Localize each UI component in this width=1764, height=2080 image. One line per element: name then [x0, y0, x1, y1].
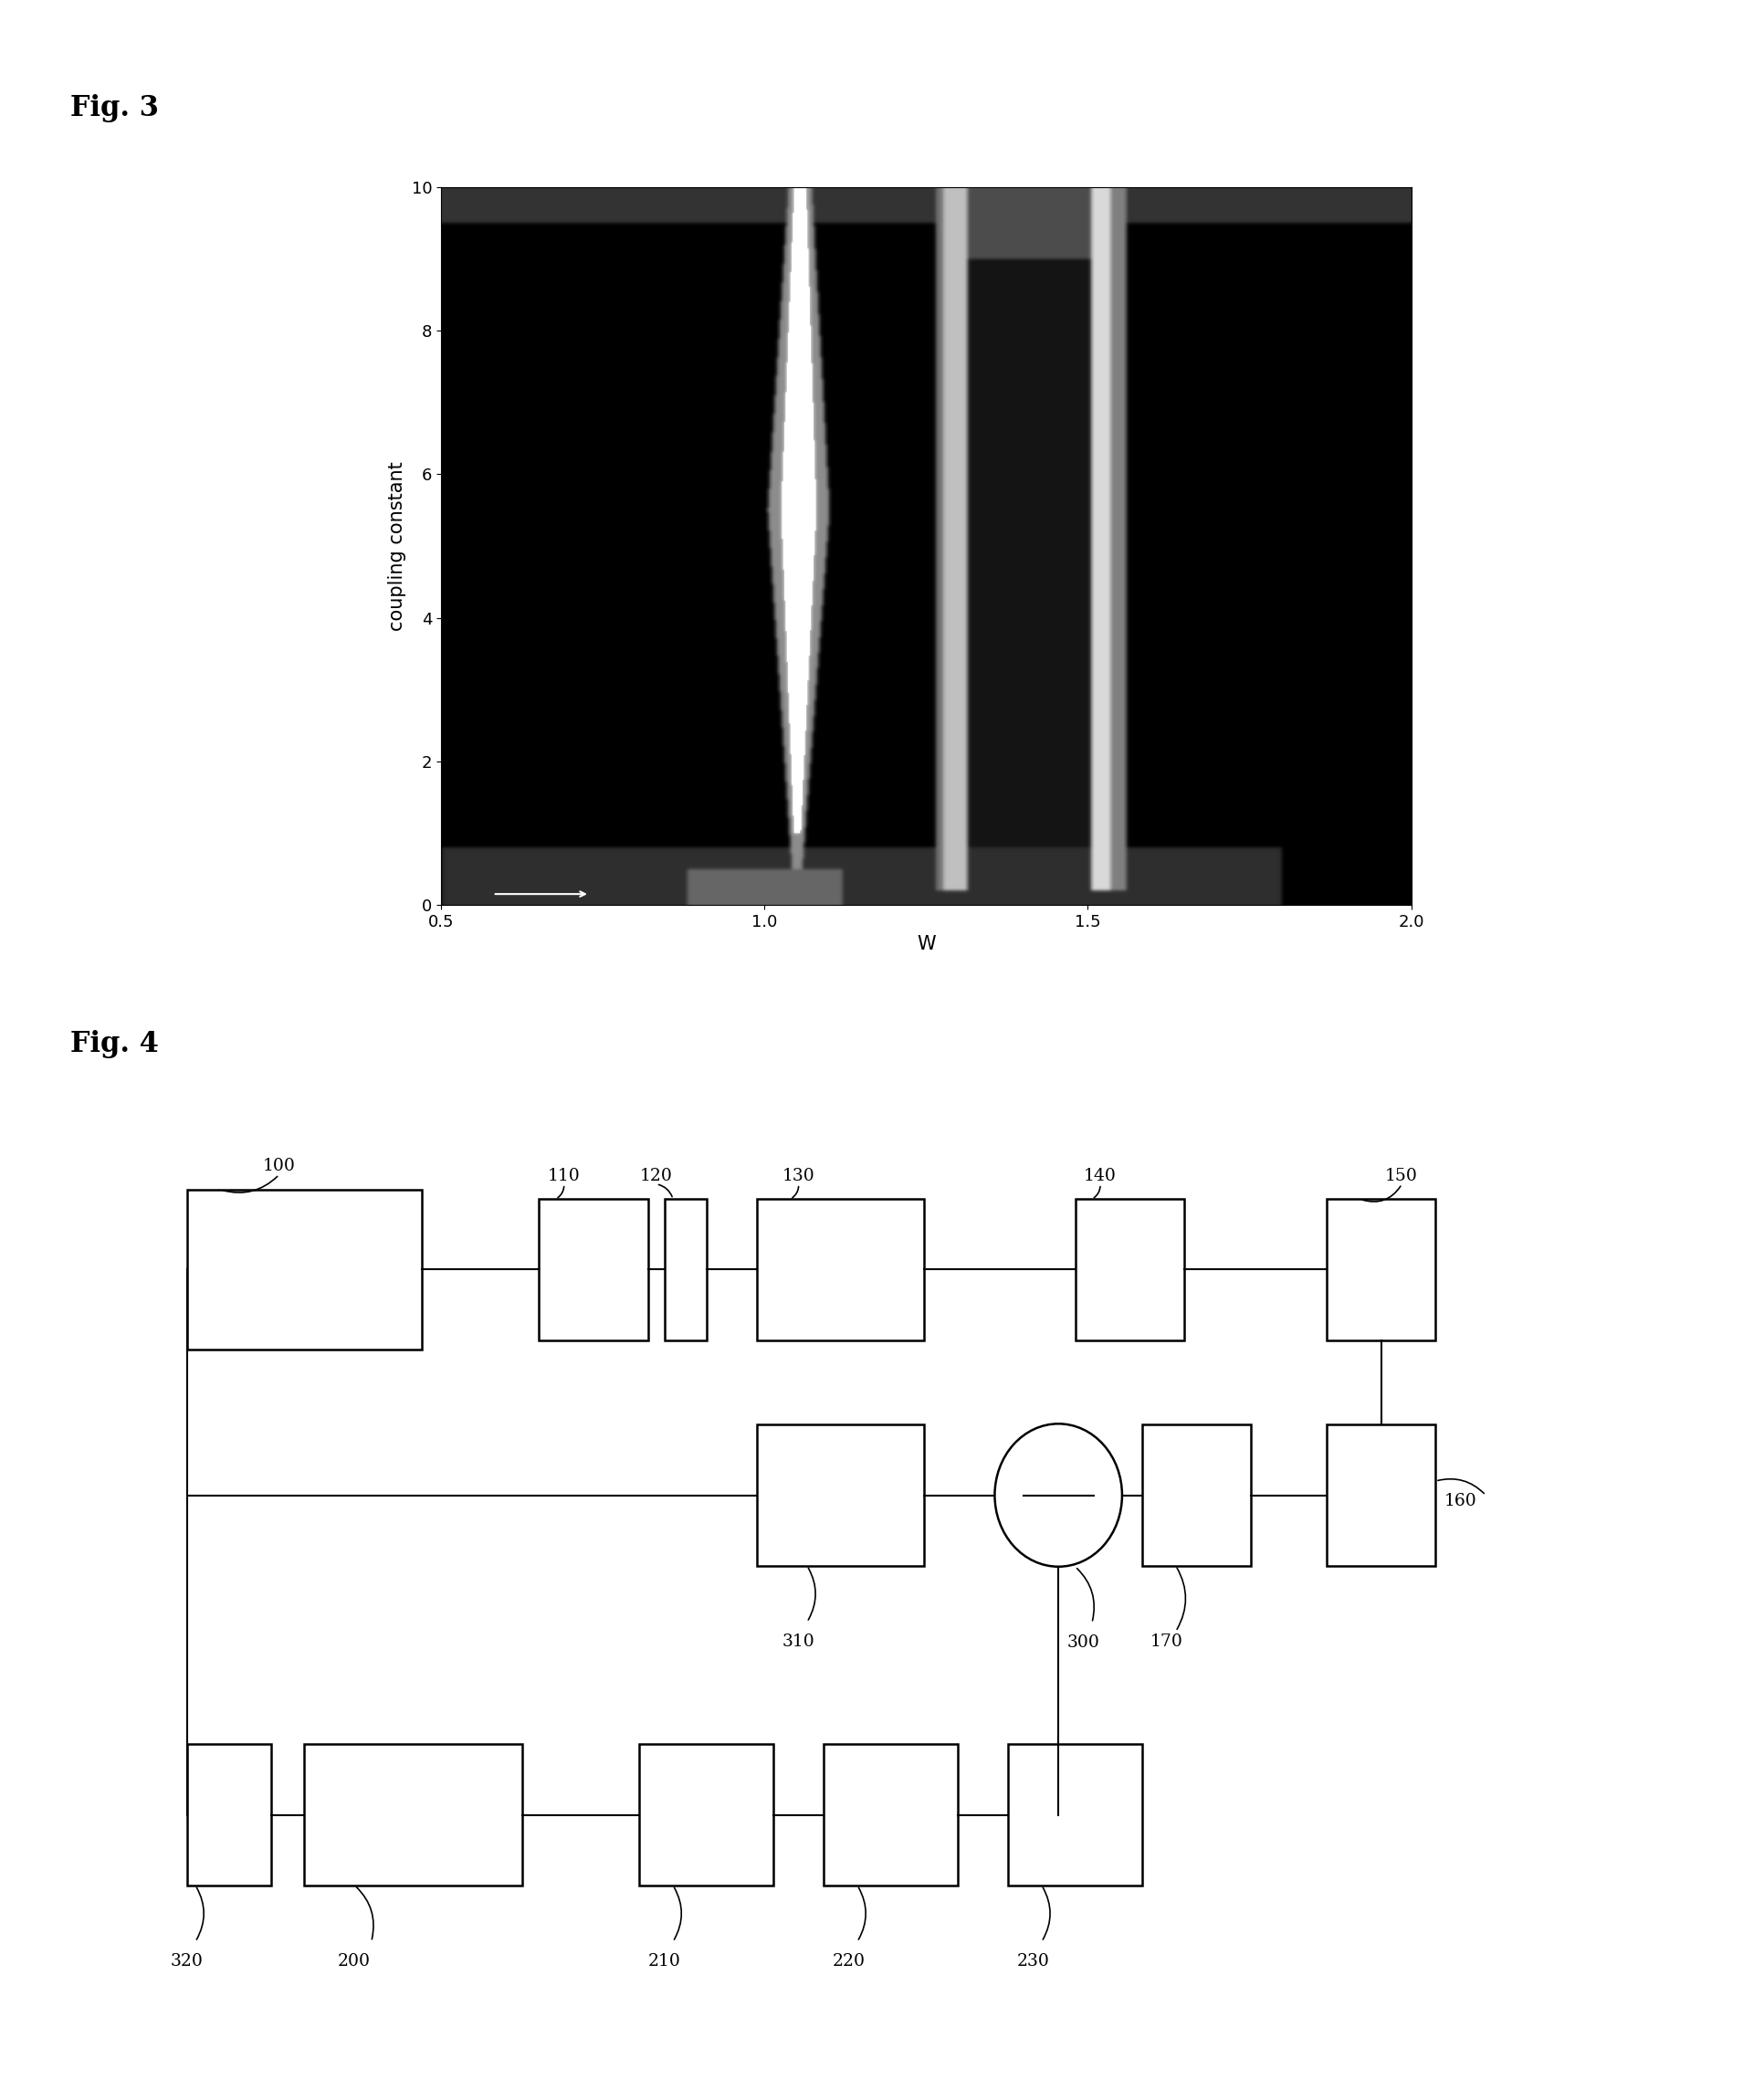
- Bar: [757, 1198, 924, 1340]
- Bar: [1076, 1198, 1184, 1340]
- Bar: [1327, 1425, 1436, 1566]
- Bar: [1143, 1425, 1251, 1566]
- Bar: [540, 1198, 647, 1340]
- Bar: [1009, 1745, 1143, 1884]
- Text: 120: 120: [640, 1167, 672, 1184]
- Bar: [757, 1425, 924, 1566]
- Bar: [824, 1745, 958, 1884]
- Text: 220: 220: [833, 1953, 864, 1970]
- Text: 200: 200: [337, 1953, 370, 1970]
- Text: 300: 300: [1067, 1635, 1099, 1652]
- Text: 170: 170: [1150, 1635, 1184, 1649]
- Text: 230: 230: [1016, 1953, 1050, 1970]
- Bar: [665, 1198, 706, 1340]
- Text: 100: 100: [263, 1159, 295, 1175]
- Text: Fig. 3: Fig. 3: [71, 94, 159, 123]
- Text: Fig. 4: Fig. 4: [71, 1030, 159, 1059]
- Text: 210: 210: [647, 1953, 681, 1970]
- Circle shape: [995, 1423, 1122, 1566]
- Text: 160: 160: [1443, 1493, 1476, 1510]
- Text: 130: 130: [781, 1167, 815, 1184]
- Text: 310: 310: [781, 1635, 815, 1649]
- Text: 150: 150: [1385, 1167, 1418, 1184]
- Bar: [1327, 1198, 1436, 1340]
- Bar: [187, 1190, 422, 1350]
- Text: 110: 110: [547, 1167, 580, 1184]
- Text: 140: 140: [1083, 1167, 1117, 1184]
- Bar: [305, 1745, 522, 1884]
- Text: 320: 320: [171, 1953, 203, 1970]
- Bar: [187, 1745, 272, 1884]
- Bar: [640, 1745, 774, 1884]
- X-axis label: W: W: [917, 936, 935, 953]
- Y-axis label: coupling constant: coupling constant: [388, 462, 406, 630]
